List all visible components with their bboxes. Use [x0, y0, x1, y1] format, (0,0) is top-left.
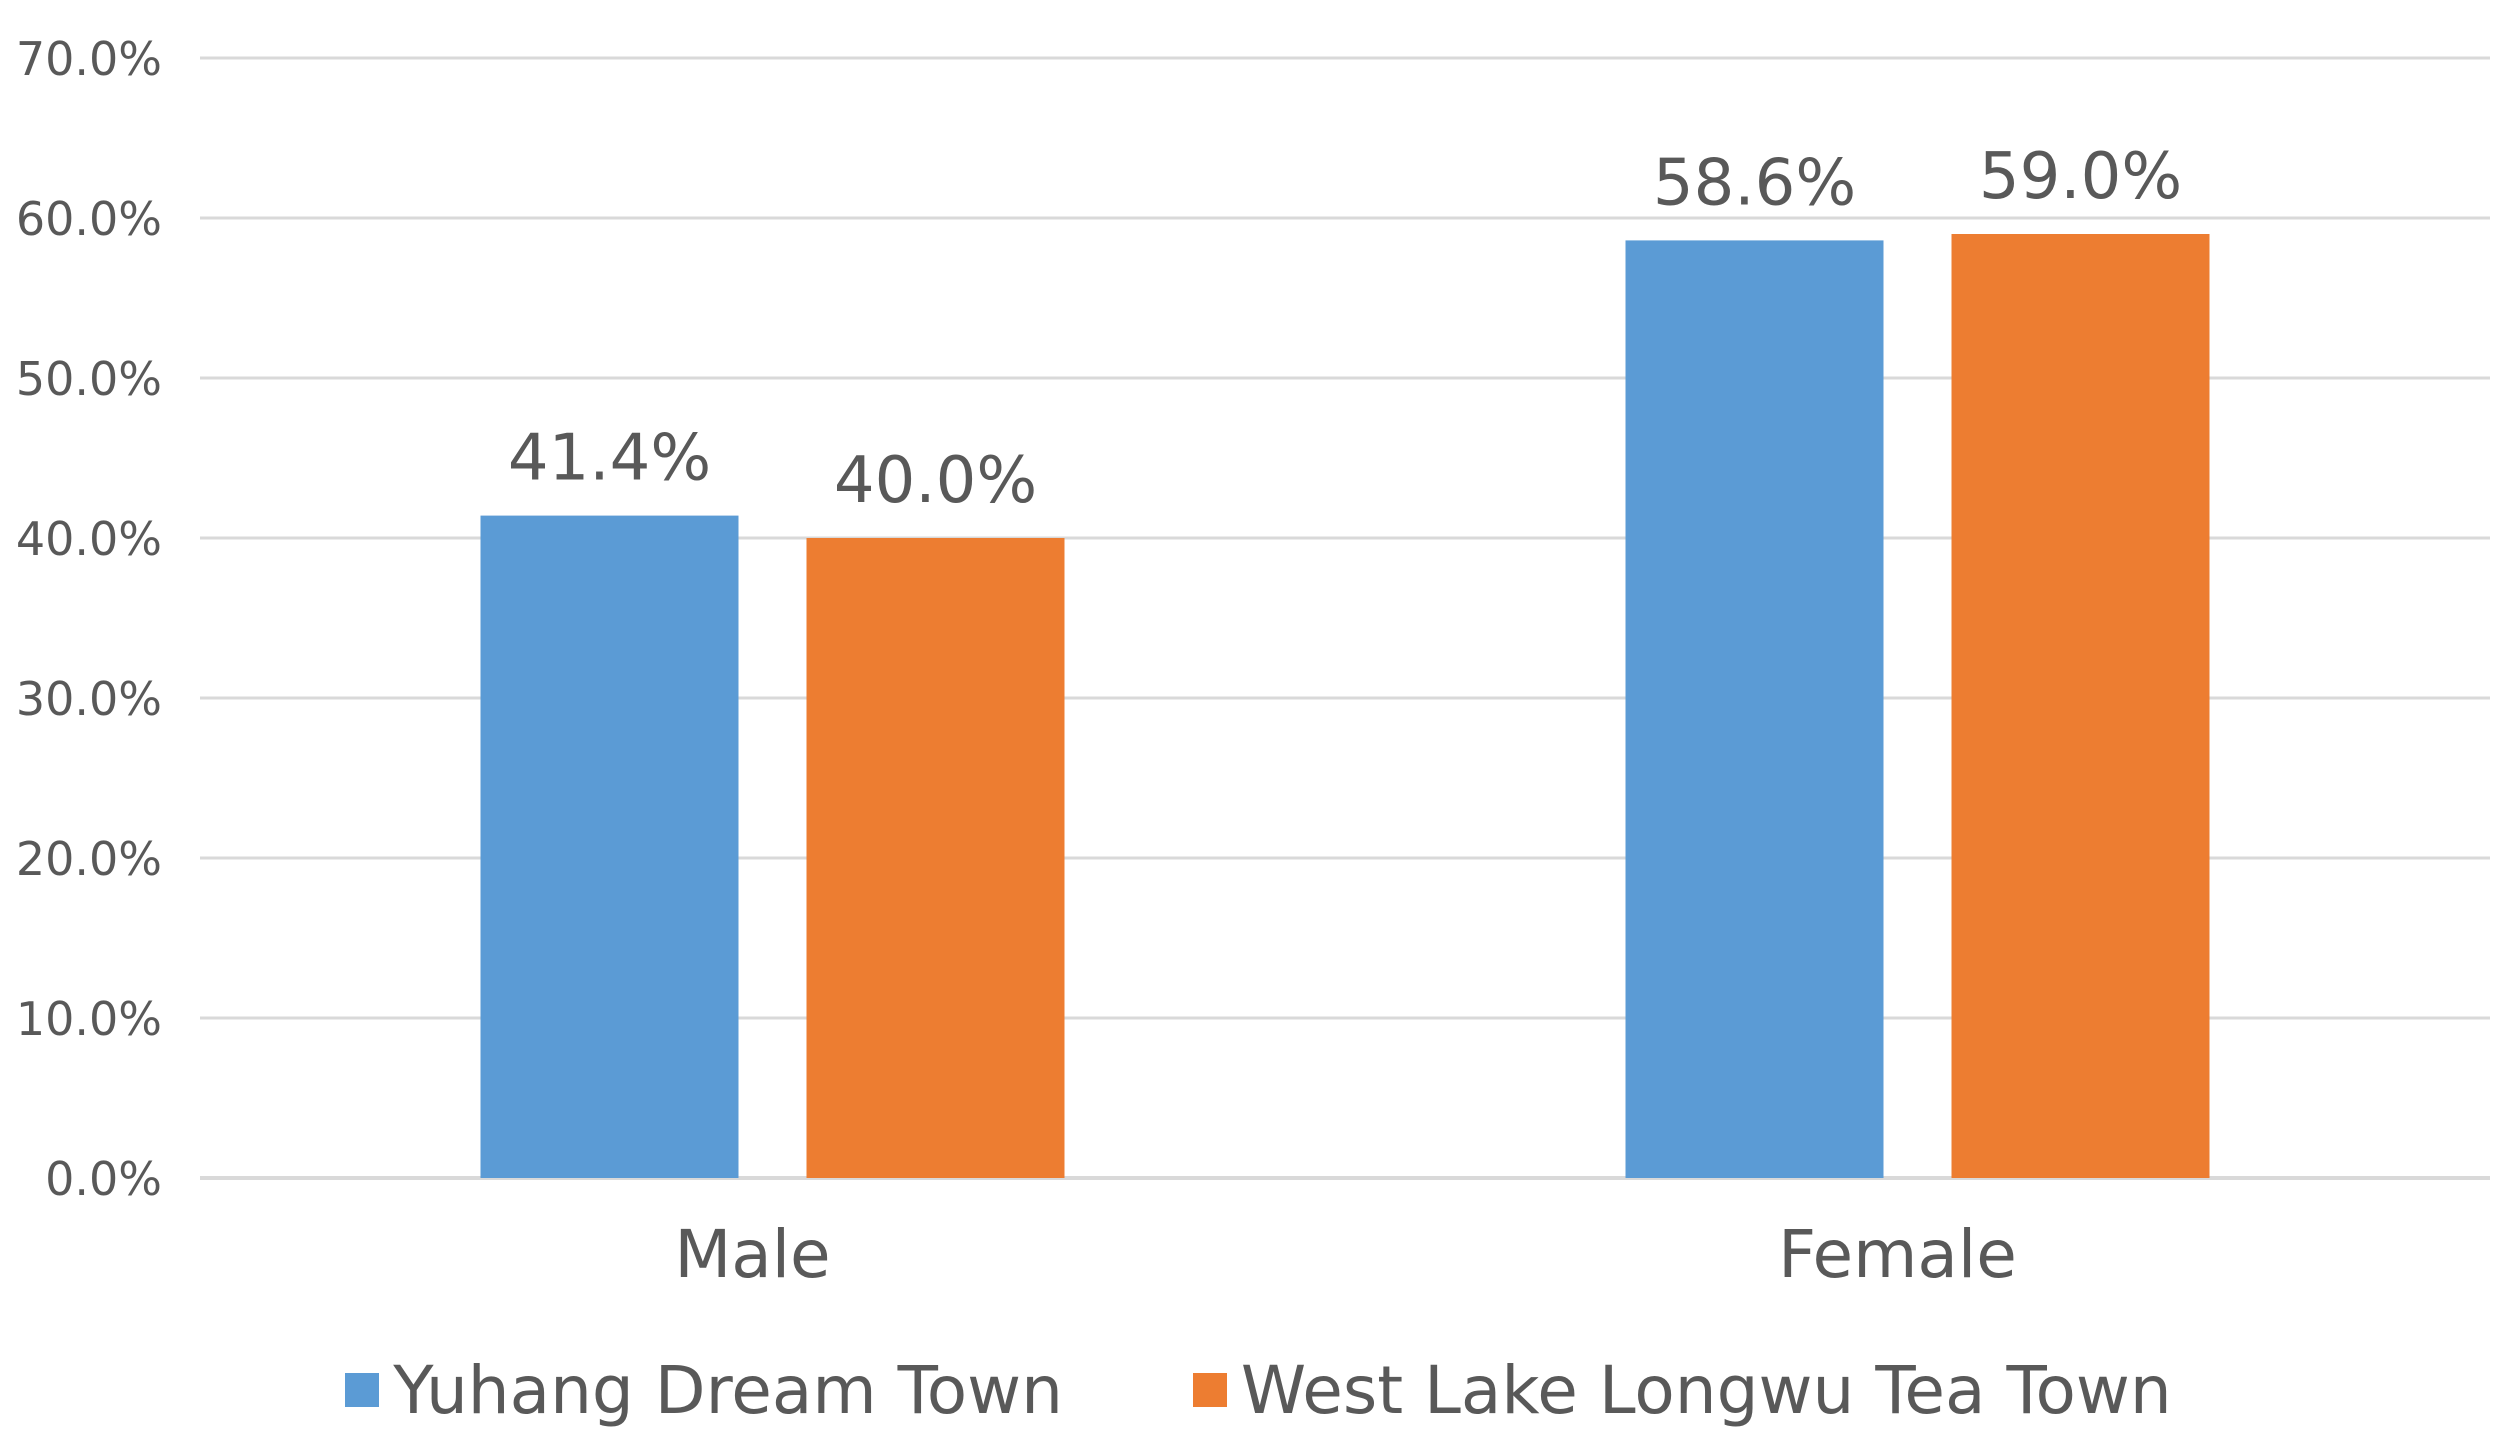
y-tick-label: 0.0% — [45, 1152, 162, 1206]
data-label: 58.6% — [1653, 146, 1856, 220]
data-label: 40.0% — [834, 444, 1037, 518]
data-label: 59.0% — [1979, 140, 2182, 214]
bar-female-series-2 — [1951, 234, 2210, 1178]
y-tick-label: 10.0% — [16, 992, 162, 1046]
legend-item-series-1: Yuhang Dream Town — [345, 1352, 1063, 1429]
y-tick-label: 60.0% — [16, 192, 162, 246]
legend-label-series-2: West Lake Longwu Tea Town — [1240, 1351, 2172, 1429]
bar-male-series-1 — [480, 515, 739, 1178]
y-tick-label: 50.0% — [16, 352, 162, 406]
y-tick-label: 40.0% — [16, 512, 162, 566]
legend-swatch-series-1 — [345, 1373, 380, 1407]
legend-swatch-series-2 — [1192, 1373, 1227, 1407]
legend: Yuhang Dream Town West Lake Longwu Tea T… — [0, 1340, 2517, 1440]
bars — [480, 234, 2210, 1178]
y-tick-label: 70.0% — [16, 32, 162, 86]
x-tick-label: Female — [1778, 1216, 2017, 1293]
legend-item-series-2: West Lake Longwu Tea Town — [1192, 1351, 2172, 1429]
x-axis-ticks: Male Female — [674, 1216, 2016, 1293]
data-label: 41.4% — [508, 422, 711, 496]
bar-male-series-2 — [806, 538, 1065, 1178]
y-axis-ticks: 0.0% 10.0% 20.0% 30.0% 40.0% 50.0% 60.0% 70.0% — [16, 32, 162, 1206]
data-labels: 41.4% 40.0% 58.6% 59.0% — [508, 140, 2182, 518]
y-tick-label: 30.0% — [16, 672, 162, 726]
y-tick-label: 20.0% — [16, 832, 162, 886]
x-tick-label: Male — [674, 1216, 830, 1293]
bar-female-series-1 — [1625, 240, 1884, 1178]
legend-label-series-1: Yuhang Dream Town — [393, 1351, 1063, 1429]
